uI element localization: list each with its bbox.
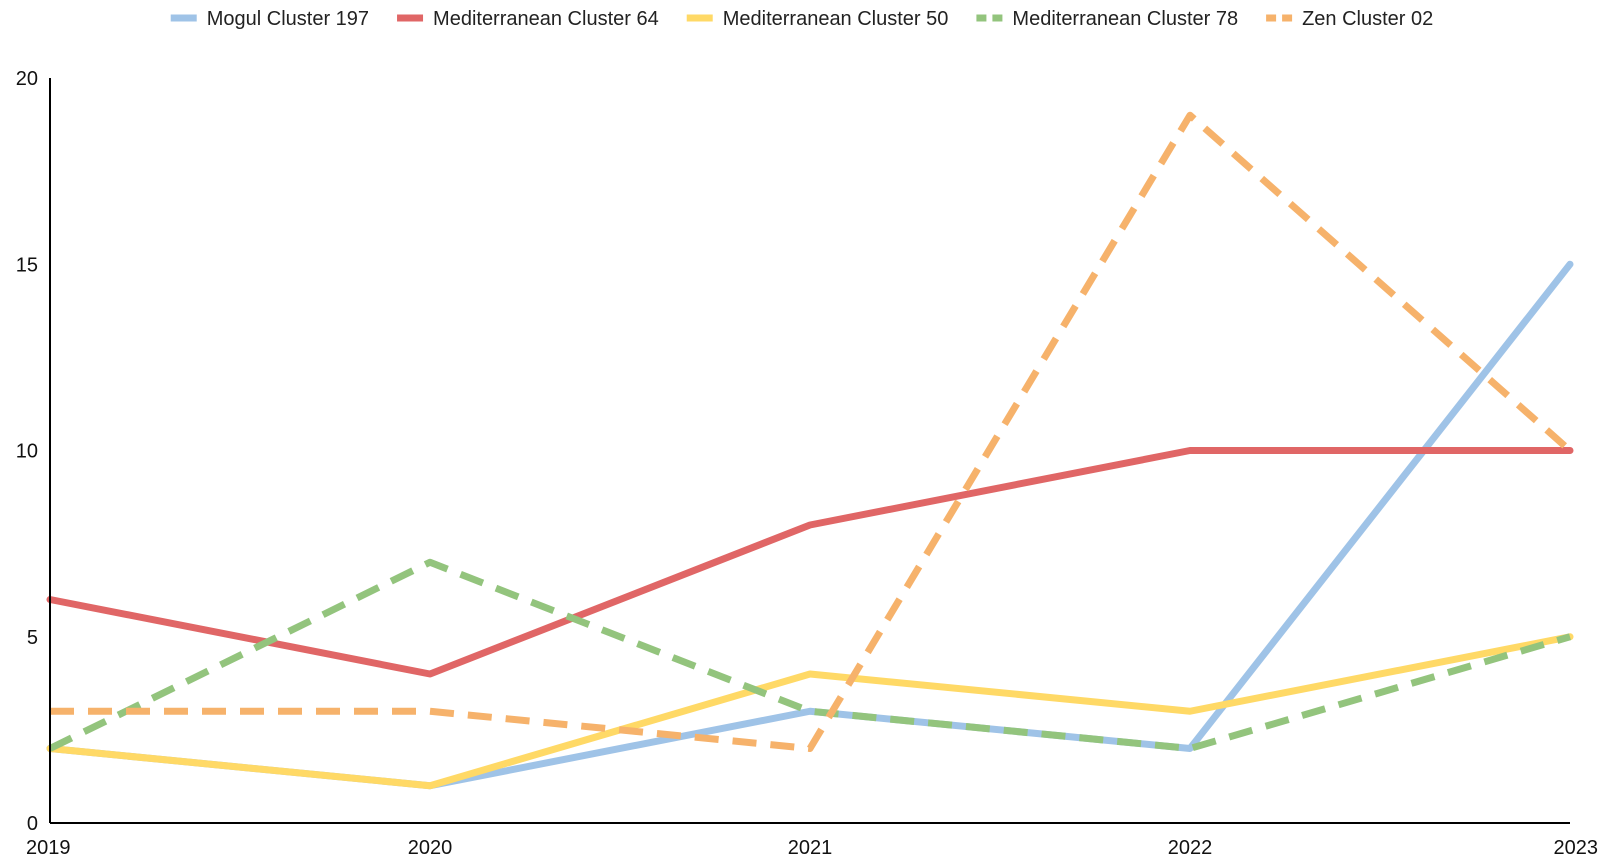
series-line [46,447,1574,678]
legend-item: Mediterranean Cluster 64 [397,8,659,30]
legend-label: Mediterranean Cluster 50 [723,8,949,30]
legend-label: Mediterranean Cluster 78 [1012,8,1238,30]
x-tick-labels: 2019 2020 2021 2022 2023 [26,837,1598,858]
y-tick-label: 20 [16,68,38,90]
legend-item: Mogul Cluster 197 [170,8,369,30]
y-tick-label: 10 [16,441,38,463]
legend-label: Zen Cluster 02 [1302,8,1433,30]
y-tick-label: 0 [27,813,38,835]
y-tick-label: 5 [27,627,38,649]
y-tick-label: 15 [16,254,38,276]
legend-label: Mediterranean Cluster 64 [433,8,659,30]
x-tick-label: 2019 [26,837,71,858]
series-line [50,111,1573,752]
axes [49,78,1570,824]
legend-item: Zen Cluster 02 [1266,8,1433,30]
series-lines [46,111,1574,790]
x-tick-label: 2021 [788,837,833,858]
legend: Mogul Cluster 197 Mediterranean Cluster 6… [170,8,1433,30]
series-line [46,633,1574,790]
legend-item: Mediterranean Cluster 78 [976,8,1238,30]
y-tick-labels: 0 5 10 15 20 [16,68,38,835]
series-line [48,558,1571,752]
legend-item: Mediterranean Cluster 50 [686,8,949,30]
x-tick-label: 2022 [1168,837,1213,858]
x-tick-label: 2020 [408,837,453,858]
legend-label: Mogul Cluster 197 [207,8,369,30]
x-tick-label: 2023 [1554,837,1599,858]
